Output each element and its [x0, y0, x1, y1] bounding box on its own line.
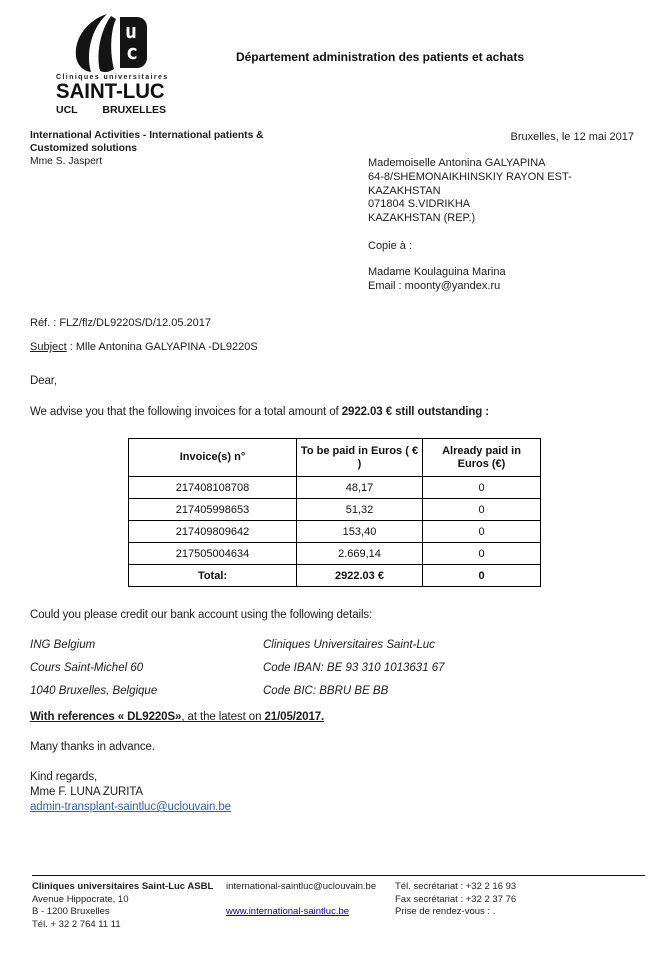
- signature-email-link[interactable]: admin-transplant-saintluc@uclouvain.be: [30, 801, 231, 813]
- saint-luc-logo-icon: u c: [75, 14, 147, 73]
- beneficiary-name: Cliniques Universitaires Saint-Luc: [263, 639, 435, 651]
- cell-total-to-pay: 2922.03 €: [296, 564, 423, 587]
- footer-tel-secretariat: Tél. secrétariat : +32 2 16 93: [395, 881, 517, 892]
- regards-line: Kind regards,: [30, 771, 98, 783]
- footer-street: Avenue Hippocrate, 10: [32, 893, 129, 905]
- bank-details: ING Belgium Cliniques Universitaires Sai…: [30, 634, 445, 703]
- cell-paid: 0: [422, 476, 541, 499]
- deadline-date: 21/05/2017.: [264, 711, 325, 723]
- footer-org-name: Cliniques universitaires Saint-Luc ASBL: [32, 881, 214, 892]
- cell-total-paid: 0: [422, 564, 541, 587]
- bank-details-grid: ING Belgium Cliniques Universitaires Sai…: [30, 634, 445, 703]
- cell-paid: 0: [422, 542, 541, 565]
- copy-recipient: Madame Koulaguina Marina Email : moonty@…: [368, 266, 506, 294]
- intro-amount-bold: 2922.03 € still outstanding :: [341, 406, 490, 418]
- svg-text:c: c: [126, 40, 138, 64]
- footer-phone: Tél. + 32 2 764 11 11: [32, 918, 121, 930]
- cell-total-label: Total:: [128, 564, 297, 587]
- address-line: KAZAKHSTAN (REP.): [368, 212, 476, 225]
- intro-line: We advise you that the following invoice…: [30, 406, 489, 418]
- logo-cliniques-line: Cliniques universitaires: [56, 74, 169, 81]
- cell-invoice: 217505004634: [128, 542, 297, 565]
- deadline-reference: With references « DL9220S»: [30, 711, 182, 723]
- bank-city: 1040 Bruxelles, Belgique: [30, 685, 158, 697]
- invoice-table: Invoice(s) n° To be paid in Euros ( € ) …: [128, 438, 541, 587]
- sender-dept-line1: International Activities - International…: [30, 130, 264, 141]
- footer-appointments: Prise de rendez-vous : .: [395, 906, 496, 918]
- copy-name: Madame Koulaguina Marina: [368, 266, 506, 278]
- cell-invoice: 217405998653: [128, 498, 297, 521]
- deadline-underlined: With references « DL9220S», at the lates…: [30, 711, 324, 723]
- subject-label: Subject: [30, 341, 67, 353]
- logo-saint-luc: SAINT-LUC: [56, 80, 165, 103]
- col-header-to-pay: To be paid in Euros ( € ): [296, 438, 423, 477]
- payment-deadline-line: With references « DL9220S», at the lates…: [30, 711, 324, 723]
- signature-block: Kind regards, Mme F. LUNA ZURITA admin-t…: [30, 770, 231, 815]
- iban-code: Code IBAN: BE 93 310 1013631 67: [263, 662, 445, 674]
- bank-name: ING Belgium: [30, 639, 96, 651]
- subject-line: Subject : Mlle Antonina GALYAPINA -DL922…: [30, 341, 258, 353]
- col-header-paid: Already paid in Euros (€): [422, 438, 541, 477]
- logo-bruxelles: BRUXELLES: [102, 104, 166, 116]
- sender-contact: Mme S. Jaspert: [30, 156, 103, 167]
- address-line: 071804 S.VIDRIKHA: [368, 198, 471, 211]
- footer-secretariat-block: Tél. secrétariat : +32 2 16 93 Fax secré…: [395, 881, 615, 919]
- saint-luc-logo: u c Cliniques universitaires SAINT-LUC U…: [56, 13, 169, 116]
- svg-text:u: u: [125, 19, 137, 43]
- address-line: KAZAKHSTAN: [368, 184, 441, 197]
- deadline-middle: , at the latest on: [181, 711, 265, 723]
- cell-to-pay: 48,17: [296, 476, 423, 499]
- intro-regular: We advise you that the following invoice…: [30, 406, 342, 418]
- bank-street: Cours Saint-Michel 60: [30, 662, 144, 674]
- bic-code: Code BIC: BBRU BE BB: [263, 685, 389, 697]
- table-row: 217505004634 2.669,14 0: [128, 542, 541, 565]
- address-line: Mademoiselle Antonina GALYAPINA: [368, 157, 546, 169]
- footer-website-link[interactable]: www.international-saintluc.be: [226, 905, 350, 917]
- table-row: 217409809642 153,40 0: [128, 520, 541, 543]
- department-title: Département administration des patients …: [235, 50, 525, 64]
- col-header-invoice: Invoice(s) n°: [128, 438, 297, 477]
- table-total-row: Total: 2922.03 € 0: [128, 564, 541, 587]
- copy-email: Email : moonty@yandex.ru: [368, 279, 501, 292]
- logo-ucl: UCL: [56, 104, 78, 116]
- cell-to-pay: 51,32: [296, 498, 423, 521]
- footer-divider: [32, 875, 645, 876]
- cell-to-pay: 2.669,14: [296, 542, 423, 565]
- cell-paid: 0: [422, 520, 541, 543]
- table-row: 217408108708 48,17 0: [128, 476, 541, 499]
- signatory-name: Mme F. LUNA ZURITA: [30, 786, 143, 798]
- credit-request-line: Could you please credit our bank account…: [30, 609, 373, 621]
- salutation: Dear,: [30, 375, 57, 387]
- table-row: 217405998653 51,32 0: [128, 498, 541, 521]
- subject-text: : Mlle Antonina GALYAPINA -DL9220S: [66, 341, 258, 353]
- address-line: 64-8/SHEMONAIKHINSKIY RAYON EST-: [368, 170, 572, 183]
- reference-line: Réf. : FLZ/flz/DL9220S/D/12.05.2017: [30, 317, 211, 329]
- cell-to-pay: 153,40: [296, 520, 423, 543]
- cell-invoice: 217408108708: [128, 476, 297, 499]
- cell-invoice: 217409809642: [128, 520, 297, 543]
- footer-fax-secretariat: Fax secrétariat : +32 2 37 76: [395, 893, 517, 905]
- letter-date: Bruxelles, le 12 mai 2017: [510, 131, 634, 143]
- logo-ucl-bruxelles: UCL BRUXELLES: [56, 104, 166, 116]
- footer-email: international-saintluc@uclouvain.be: [226, 881, 377, 892]
- footer-city: B - 1200 Bruxelles: [32, 906, 110, 918]
- sender-dept-line2: Customized solutions: [30, 143, 137, 154]
- sender-block: International Activities - International…: [30, 129, 264, 168]
- footer-org-block: Cliniques universitaires Saint-Luc ASBL …: [32, 881, 222, 931]
- recipient-address: Mademoiselle Antonina GALYAPINA 64-8/SHE…: [368, 157, 572, 226]
- table-header-row: Invoice(s) n° To be paid in Euros ( € ) …: [128, 438, 541, 477]
- copy-label: Copie à :: [368, 240, 413, 252]
- cell-paid: 0: [422, 498, 541, 521]
- thanks-line: Many thanks in advance.: [30, 741, 155, 753]
- footer-contact-block: international-saintluc@uclouvain.be www.…: [226, 881, 391, 918]
